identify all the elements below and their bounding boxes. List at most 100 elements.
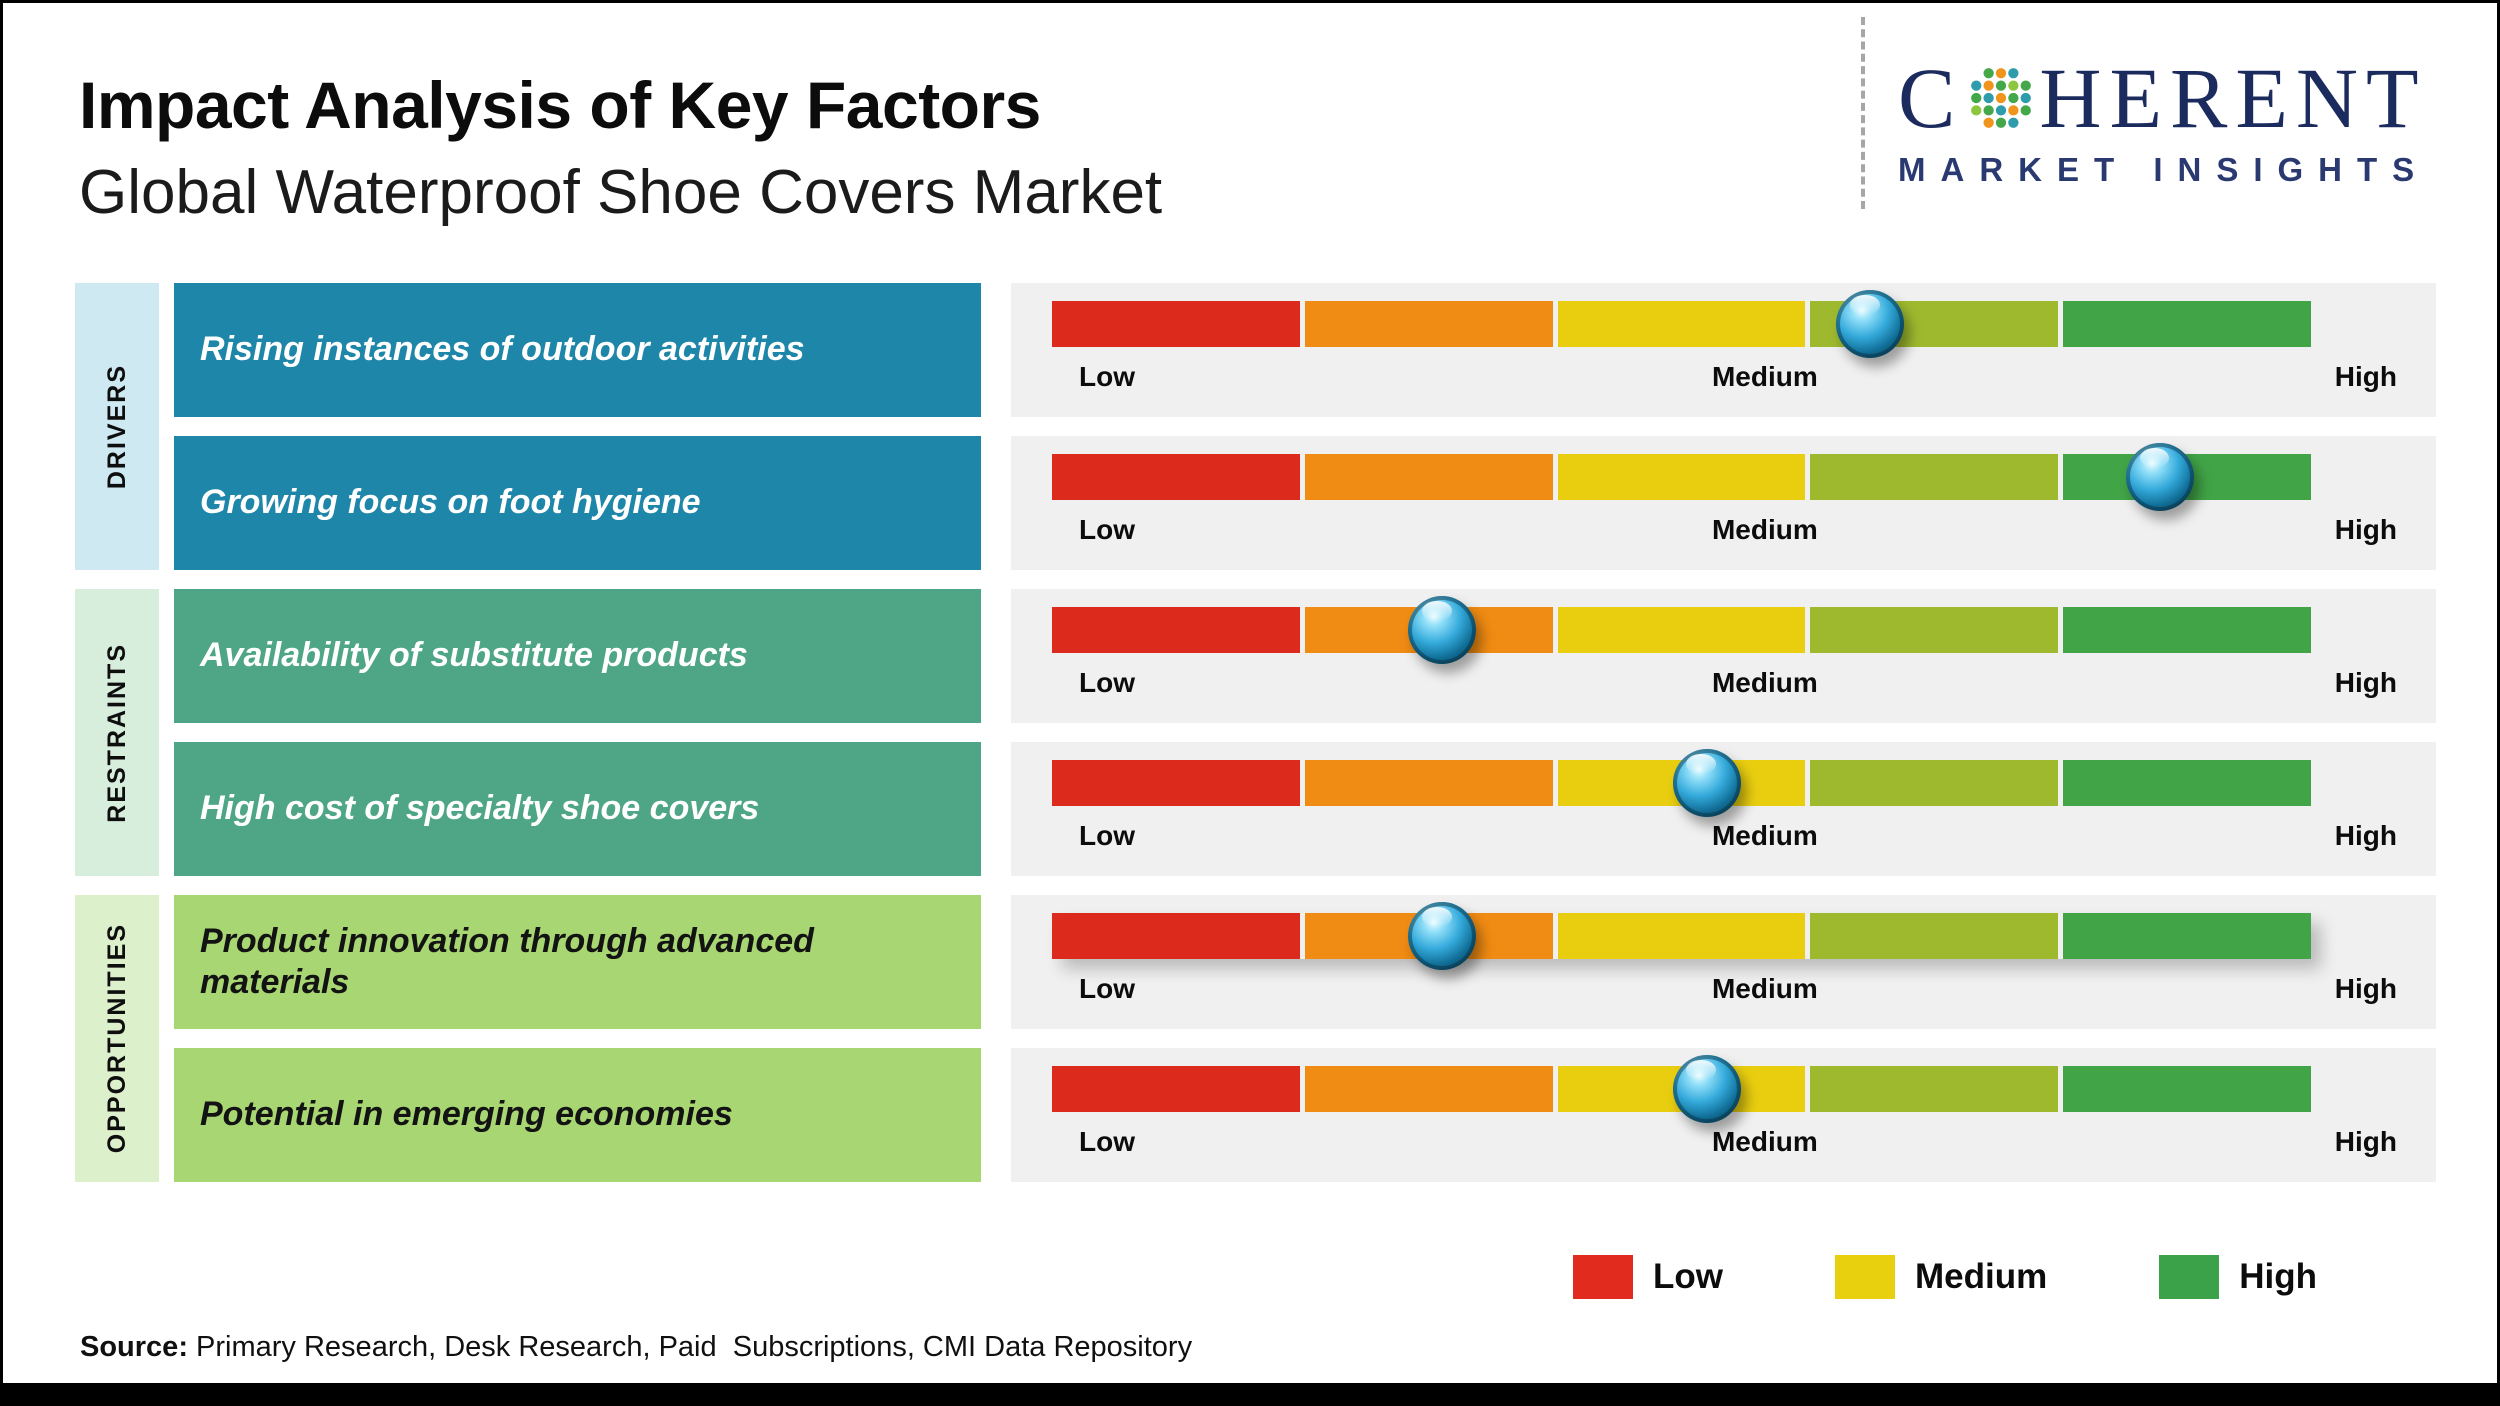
factor-row: Growing focus on foot hygiene Low xyxy=(174,436,2436,570)
scale-label-medium: Medium xyxy=(1711,667,1818,698)
factor-label: High cost of specialty shoe covers xyxy=(200,789,760,828)
factor-box: Rising instances of outdoor activities xyxy=(174,283,981,417)
scale-labels: Low Medium High xyxy=(1052,820,2397,860)
scale-label-high: High xyxy=(2334,820,2397,851)
source-label: Source: xyxy=(80,1331,188,1363)
impact-bar xyxy=(1052,596,2311,664)
impact-bar xyxy=(1052,902,2311,970)
factor-row: Rising instances of outdoor activities xyxy=(174,283,2436,417)
legend-item-medium: Medium xyxy=(1835,1255,2047,1299)
factor-label: Growing focus on foot hygiene xyxy=(200,483,701,522)
impact-scale-panel: Low Medium High xyxy=(1011,895,2436,1029)
scale-label-high: High xyxy=(2334,361,2397,392)
scale-labels: Low Medium High xyxy=(1052,973,2397,1013)
brand-letters-rest: HERENT xyxy=(2039,50,2427,146)
segment-medium-high xyxy=(1810,760,2059,806)
factor-label: Product innovation through advanced mate… xyxy=(200,921,814,1001)
segment-low-medium xyxy=(1304,301,1553,347)
segment-medium xyxy=(1557,913,1806,959)
brand-letter-c: C xyxy=(1898,50,1964,146)
segment-high xyxy=(2063,607,2311,653)
scale-label-medium: Medium xyxy=(1711,361,1818,392)
segment-low-medium xyxy=(1304,454,1553,500)
scale-labels: Low Medium High xyxy=(1052,1126,2397,1166)
brand-tagline: MARKET INSIGHTS xyxy=(1898,151,2430,188)
group-opportunities: OPPORTUNITIES Product innovation through… xyxy=(75,895,2436,1182)
group-label-opportunities: OPPORTUNITIES xyxy=(102,923,131,1154)
factor-row: Potential in emerging economies Low xyxy=(174,1048,2436,1182)
group-restraints: RESTRAINTS Availability of substitute pr… xyxy=(75,589,2436,876)
segment-medium xyxy=(1557,607,1806,653)
impact-marker xyxy=(1672,749,1741,817)
legend-item-high: High xyxy=(2159,1255,2317,1299)
segment-high xyxy=(2063,301,2311,347)
source-text: Primary Research, Desk Research, Paid Su… xyxy=(196,1331,1193,1363)
segment-medium-high xyxy=(1810,1066,2059,1112)
scale-label-high: High xyxy=(2334,1126,2397,1157)
segment-low xyxy=(1052,760,1300,806)
scale-label-medium: Medium xyxy=(1711,1126,1818,1157)
factor-row: High cost of specialty shoe covers xyxy=(174,742,2436,876)
impact-bar xyxy=(1052,290,2311,358)
group-drivers: DRIVERS Rising instances of outdoor acti… xyxy=(75,283,2436,570)
segment-medium xyxy=(1557,454,1806,500)
scale-label-medium: Medium xyxy=(1711,820,1818,851)
group-strip-restraints: RESTRAINTS xyxy=(75,589,159,876)
dashed-divider xyxy=(1861,17,1865,209)
scale-label-high: High xyxy=(2334,973,2397,1004)
segment-low xyxy=(1052,301,1300,347)
segment-low xyxy=(1052,454,1300,500)
legend-swatch-high xyxy=(2159,1255,2220,1299)
scale-labels: Low Medium High xyxy=(1052,361,2397,401)
dotted-globe-icon xyxy=(1971,68,2032,128)
factor-box: Product innovation through advanced mate… xyxy=(174,895,981,1029)
legend-label-high: High xyxy=(2239,1257,2317,1296)
scale-label-low: Low xyxy=(1079,667,1135,698)
factor-box: Potential in emerging economies xyxy=(174,1048,981,1182)
scale-label-low: Low xyxy=(1079,514,1135,545)
source-line: Source: Primary Research, Desk Research,… xyxy=(80,1331,1192,1364)
factor-box: High cost of specialty shoe covers xyxy=(174,742,981,876)
legend-label-low: Low xyxy=(1653,1257,1723,1296)
bottom-bar xyxy=(3,1383,2497,1403)
scale-labels: Low Medium High xyxy=(1052,514,2397,554)
scale-label-low: Low xyxy=(1079,820,1135,851)
impact-bar xyxy=(1052,443,2311,511)
factor-box: Growing focus on foot hygiene xyxy=(174,436,981,570)
brand-logo: C HERENT MARKET INSIGHTS xyxy=(1898,55,2429,189)
impact-groups: DRIVERS Rising instances of outdoor acti… xyxy=(75,283,2436,1182)
scale-label-high: High xyxy=(2334,514,2397,545)
segment-medium-high xyxy=(1810,913,2059,959)
segment-low xyxy=(1052,913,1300,959)
scale-label-low: Low xyxy=(1079,1126,1135,1157)
factor-box: Availability of substitute products xyxy=(174,589,981,723)
scale-label-medium: Medium xyxy=(1711,973,1818,1004)
segment-medium xyxy=(1557,301,1806,347)
impact-bar xyxy=(1052,1055,2311,1123)
page-subtitle: Global Waterproof Shoe Covers Market xyxy=(79,158,1163,227)
impact-marker xyxy=(1836,290,1905,358)
group-label-restraints: RESTRAINTS xyxy=(102,642,131,823)
factor-label: Availability of substitute products xyxy=(200,636,748,675)
segment-low-medium xyxy=(1304,1066,1553,1112)
impact-bar xyxy=(1052,749,2311,817)
header: Impact Analysis of Key Factors Global Wa… xyxy=(79,67,1162,228)
segment-low-medium xyxy=(1304,760,1553,806)
group-strip-drivers: DRIVERS xyxy=(75,283,159,570)
segment-high xyxy=(2063,760,2311,806)
group-label-drivers: DRIVERS xyxy=(102,363,131,490)
segment-medium-high xyxy=(1810,607,2059,653)
impact-marker xyxy=(1672,1055,1741,1123)
impact-scale-panel: Low Medium High xyxy=(1011,436,2436,570)
impact-marker xyxy=(1408,902,1477,970)
segment-high xyxy=(2063,1066,2311,1112)
impact-marker xyxy=(2125,443,2194,511)
factor-row: Availability of substitute products xyxy=(174,589,2436,723)
page-title: Impact Analysis of Key Factors xyxy=(79,68,1041,142)
scale-label-high: High xyxy=(2334,667,2397,698)
factor-label: Potential in emerging economies xyxy=(200,1095,733,1134)
group-strip-opportunities: OPPORTUNITIES xyxy=(75,895,159,1182)
segment-low xyxy=(1052,1066,1300,1112)
scale-label-medium: Medium xyxy=(1711,514,1818,545)
